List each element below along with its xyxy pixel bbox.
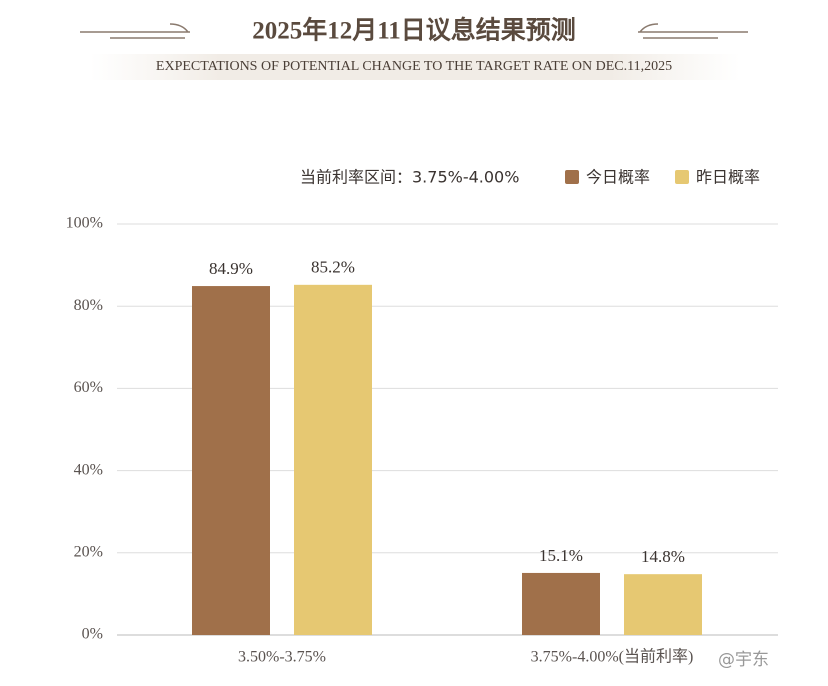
bar	[294, 284, 372, 635]
x-tick-label: 3.50%-3.75%	[238, 649, 326, 666]
title-ornament	[80, 23, 748, 39]
value-label: 85.2%	[311, 258, 355, 277]
value-label: 14.8%	[641, 547, 685, 566]
bar	[624, 574, 702, 635]
x-tick-label: 3.75%-4.00%(当前利率)	[531, 648, 694, 666]
y-tick-label: 20%	[74, 543, 103, 560]
subtitle-band	[90, 54, 740, 80]
legend-label: 今日概率	[586, 168, 650, 187]
legend-label: 昨日概率	[696, 168, 760, 187]
legend-swatch	[565, 170, 579, 184]
y-tick-label: 40%	[74, 461, 103, 478]
legend-swatch	[675, 170, 689, 184]
y-tick-label: 80%	[74, 297, 103, 314]
y-tick-label: 60%	[74, 379, 103, 396]
y-tick-label: 0%	[82, 626, 103, 643]
watermark: @宇东	[718, 650, 769, 670]
y-tick-label: 100%	[66, 215, 103, 232]
value-label: 15.1%	[539, 546, 583, 565]
value-label: 84.9%	[209, 259, 253, 278]
bar	[522, 572, 600, 635]
annotation: 当前利率区间：3.75%-4.00%	[300, 168, 519, 187]
chart-title: 2025年12月11日议息结果预测	[252, 16, 576, 45]
chart-subtitle: EXPECTATIONS OF POTENTIAL CHANGE TO THE …	[156, 59, 672, 74]
bar	[192, 286, 270, 635]
